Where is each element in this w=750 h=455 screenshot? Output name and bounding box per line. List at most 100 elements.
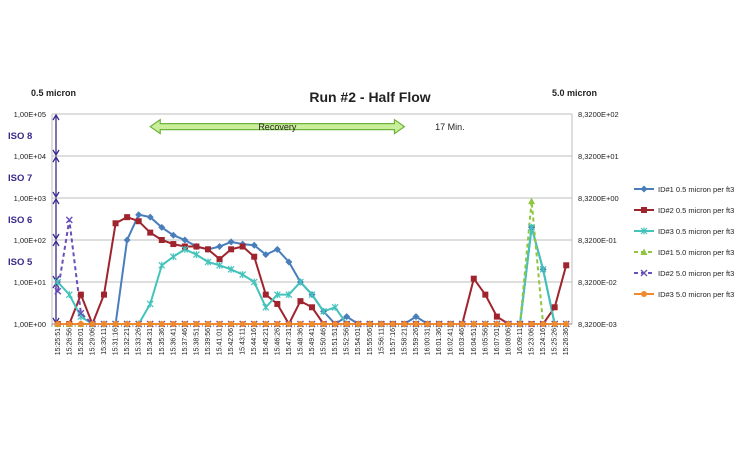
left-axis-label: 0.5 micron [31, 88, 76, 98]
legend-label: ID#3 5.0 micron per ft3 [658, 290, 734, 299]
data-point [251, 253, 258, 260]
legend-item: ID#1 5.0 micron per ft3 [634, 248, 734, 257]
data-point [401, 321, 408, 327]
x-tick-label: 15:48:36 [297, 328, 304, 355]
x-tick-label: 15:25:51 [55, 328, 62, 355]
data-point [101, 321, 107, 327]
x-tick-label: 15:33:26 [136, 328, 143, 355]
data-point [181, 245, 189, 253]
data-point [297, 278, 304, 286]
x-tick-label: 15:30:11 [101, 328, 108, 355]
data-point [205, 321, 211, 327]
x-tick-label: 15:51:51 [332, 328, 339, 355]
data-point [262, 321, 269, 327]
data-point [54, 278, 62, 286]
legend-label: ID#1 0.5 micron per ft3 [658, 185, 734, 194]
data-point [205, 246, 211, 253]
data-point [641, 291, 647, 297]
data-point [285, 258, 293, 266]
data-point [297, 321, 304, 327]
x-tick-label: 15:46:26 [274, 328, 281, 355]
data-point [135, 218, 142, 225]
data-point [169, 253, 177, 261]
x-tick-label: 15:41:01 [217, 328, 224, 355]
data-point [309, 321, 315, 327]
x-tick-label: 15:58:21 [401, 328, 408, 355]
x-tick-label: 15:29:06 [89, 328, 96, 355]
legend-item: ID#3 0.5 micron per ft3 [634, 227, 734, 236]
data-point [539, 265, 547, 273]
data-point [274, 300, 281, 307]
x-tick-label: 15:54:01 [355, 328, 362, 355]
recovery-arrow: Recovery [149, 118, 406, 135]
x-tick-label: 15:55:06 [367, 328, 374, 355]
left-tick-label: 1,00E+04 [14, 152, 46, 161]
data-point [378, 321, 385, 327]
x-tick-label: 15:59:26 [413, 328, 420, 355]
data-point [528, 197, 536, 205]
data-point [135, 211, 143, 219]
x-tick-label: 15:32:21 [124, 328, 131, 355]
data-point [517, 321, 523, 327]
data-point [158, 237, 165, 243]
x-tick-label: 15:42:06 [228, 328, 235, 355]
x-tick-label: 15:26:36 [563, 328, 570, 355]
iso-arrow-head [52, 149, 60, 157]
recovery-arrow-shape [149, 118, 406, 135]
x-tick-label: 15:50:46 [321, 328, 328, 355]
x-tick-label: 15:47:31 [286, 328, 293, 355]
data-point [112, 220, 119, 227]
data-point [389, 321, 396, 327]
left-tick-label: 1,00E+00 [14, 320, 46, 329]
x-tick-label: 15:38:51 [193, 328, 200, 355]
data-point [112, 321, 119, 327]
data-point [251, 321, 258, 327]
data-point [355, 321, 362, 327]
x-tick-label: 16:08:06 [505, 328, 512, 355]
data-point [262, 291, 269, 298]
data-point [147, 321, 154, 327]
iso-arrow-head [52, 155, 60, 163]
data-point [366, 321, 373, 327]
data-point [273, 245, 281, 253]
data-point [551, 304, 558, 311]
data-point [124, 214, 131, 221]
data-point [65, 291, 73, 299]
data-point [135, 321, 142, 327]
iso-arrow-head [52, 239, 60, 247]
data-point [447, 321, 454, 327]
data-point [228, 246, 235, 253]
left-tick-label: 1,00E+02 [14, 236, 46, 245]
data-point [640, 185, 648, 193]
data-point [640, 248, 648, 255]
data-point [77, 291, 84, 298]
data-point [262, 251, 270, 259]
data-point [470, 321, 477, 327]
data-point [193, 243, 200, 250]
data-point [216, 256, 223, 263]
data-point [181, 236, 189, 244]
x-tick-label: 16:09:11 [517, 328, 524, 355]
data-point [193, 321, 200, 327]
legend-item: ID#1 0.5 micron per ft3 [634, 185, 734, 194]
legend-label: ID#2 5.0 micron per ft3 [658, 269, 734, 278]
x-tick-label: 15:45:21 [263, 328, 270, 355]
x-tick-label: 16:01:36 [436, 328, 443, 355]
data-point [146, 300, 154, 308]
data-point [528, 223, 535, 231]
right-tick-label: 8,3200E+01 [578, 152, 619, 161]
x-tick-label: 16:03:46 [459, 328, 466, 355]
data-point [228, 321, 235, 327]
data-point [158, 321, 165, 327]
data-point [424, 321, 431, 327]
x-tick-label: 15:52:56 [344, 328, 351, 355]
data-point [204, 258, 212, 266]
data-point [563, 321, 570, 327]
data-point [320, 307, 327, 315]
data-point [273, 291, 281, 299]
x-tick-label: 15:43:11 [240, 328, 247, 355]
right-tick-label: 8,3200E-01 [578, 236, 617, 245]
legend-item: ID#2 5.0 micron per ft3 [634, 269, 734, 278]
data-point [551, 321, 558, 327]
